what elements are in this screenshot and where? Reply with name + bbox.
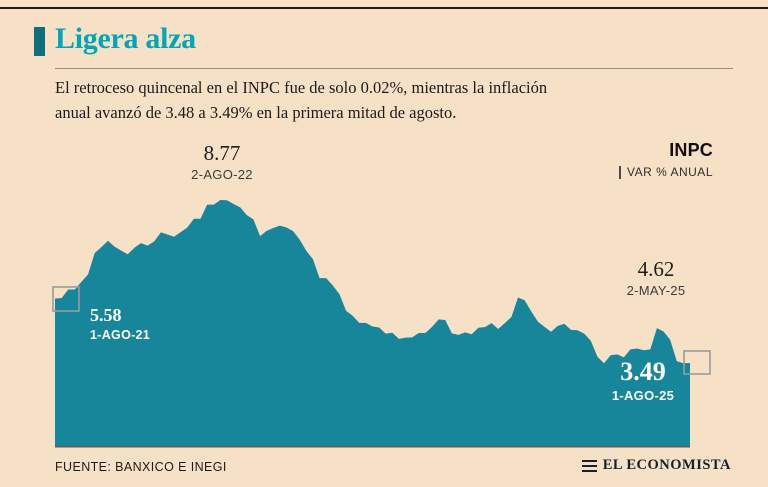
annotation-end-value: 3.49 [620, 357, 666, 386]
annotation-end-date: 1-AGO-25 [611, 388, 675, 404]
start-marker-box [52, 286, 80, 312]
source-note: FUENTE: BANXICO E INEGI [55, 460, 227, 474]
page-title: Ligera alza [55, 22, 196, 55]
annotation-start: 5.58 1-AGO-21 [90, 306, 150, 342]
end-marker-box [683, 350, 711, 375]
title-divider [55, 68, 733, 69]
annotation-end: 3.49 1-AGO-25 [583, 357, 703, 404]
annotation-peak-date: 2-AGO-22 [191, 167, 253, 183]
annotation-peak-value: 8.77 [203, 141, 241, 165]
annotation-recent-date: 2-MAY-25 [626, 283, 686, 299]
annotation-peak: 8.77 2-AGO-22 [162, 142, 282, 182]
inflation-area-series [55, 199, 690, 446]
legend-subtitle: VAR % ANUAL [627, 165, 713, 179]
annotation-recent-value: 4.62 [637, 257, 675, 281]
annotation-recent: 4.62 2-MAY-25 [596, 258, 716, 298]
el-economista-wordmark: EL ECONOMISTA [602, 457, 731, 473]
annotation-start-value: 5.58 [90, 305, 122, 325]
legend-bar-icon [619, 165, 622, 179]
top-divider [0, 7, 768, 9]
annotation-start-date: 1-AGO-21 [90, 327, 151, 342]
title-bullet-icon [34, 27, 45, 56]
el-economista-icon [581, 459, 597, 472]
el-economista-logo: EL ECONOMISTA [581, 457, 731, 474]
chart-description: El retroceso quincenal en el INPC fue de… [55, 78, 548, 122]
legend-title: INPC [669, 140, 713, 160]
chart-legend: INPC VAR % ANUAL [619, 140, 713, 179]
